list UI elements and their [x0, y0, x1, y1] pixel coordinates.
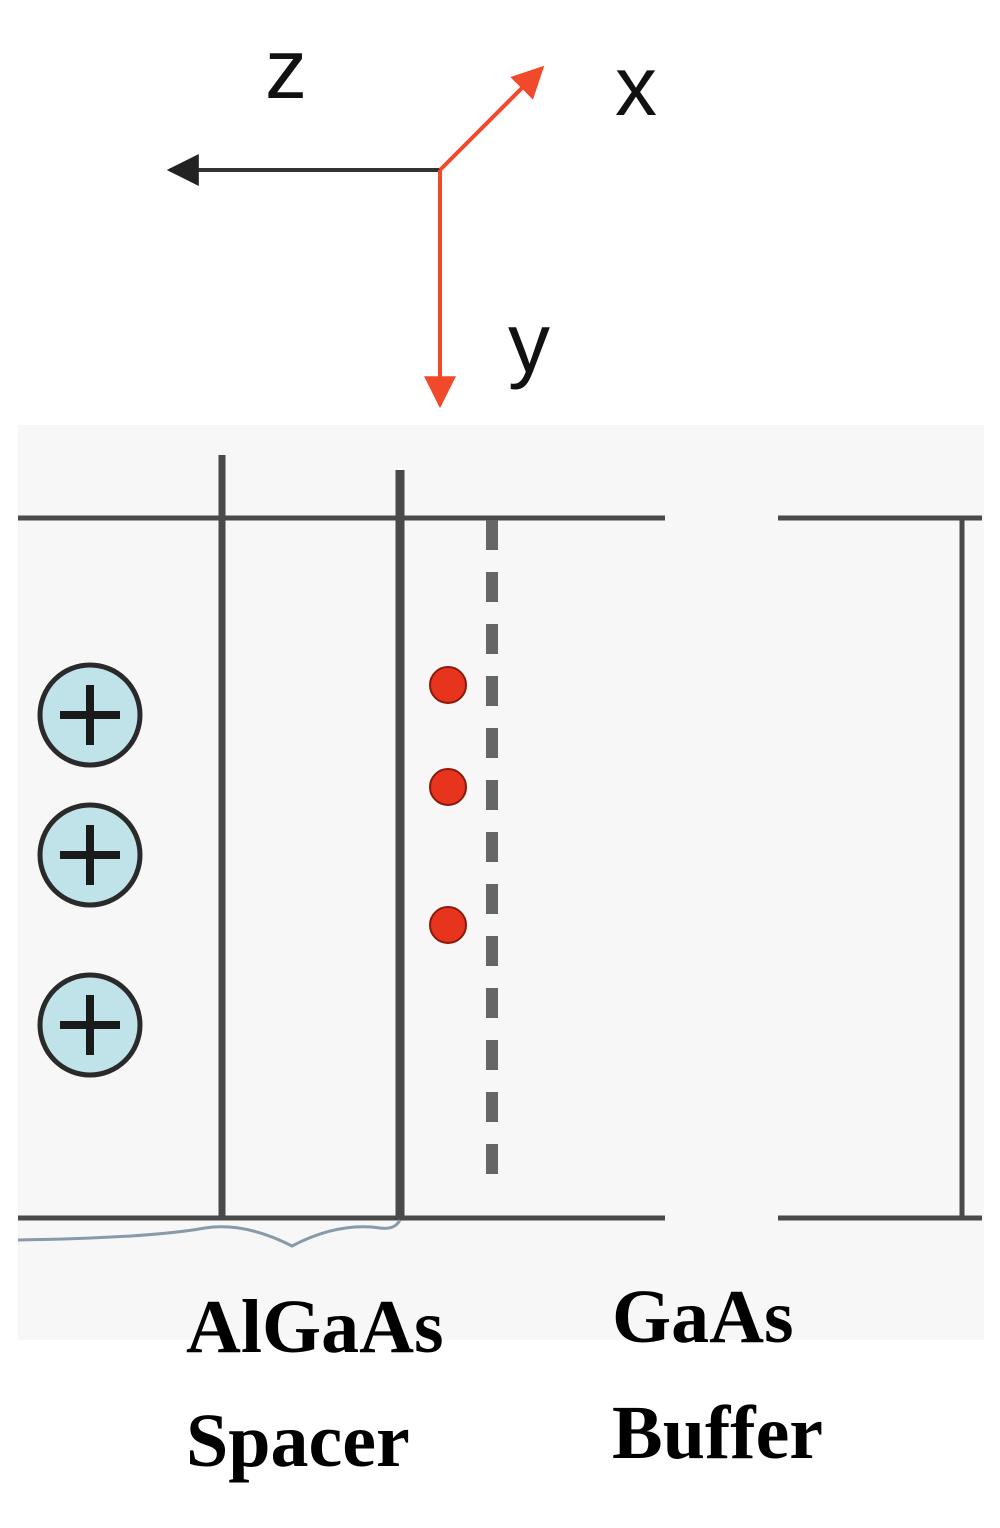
- donor-ion: [37, 972, 143, 1078]
- y-axis-label: y: [508, 296, 550, 390]
- x-axis-arrow: [438, 65, 545, 172]
- coordinate-axes: z x y: [166, 22, 657, 409]
- ionized-donors: [37, 662, 143, 1078]
- spacer-brace: [17, 1219, 402, 1248]
- donor-ion: [37, 802, 143, 908]
- electrons: [429, 666, 467, 944]
- heterostructure: [17, 425, 984, 1340]
- donor-ion: [37, 662, 143, 768]
- spacer-label-line2: Spacer: [186, 1399, 410, 1483]
- buffer-label-line2: Buffer: [612, 1391, 823, 1475]
- electron: [429, 768, 467, 806]
- electron: [429, 666, 467, 704]
- z-axis-label: z: [265, 22, 307, 116]
- structure-background: [18, 425, 984, 1340]
- spacer-label-line1: AlGaAs: [186, 1285, 444, 1369]
- layer-labels: AlGaAs Spacer GaAs Buffer: [186, 1275, 823, 1483]
- electron: [429, 906, 467, 944]
- x-axis-label: x: [615, 39, 657, 133]
- buffer-label-line1: GaAs: [612, 1275, 794, 1359]
